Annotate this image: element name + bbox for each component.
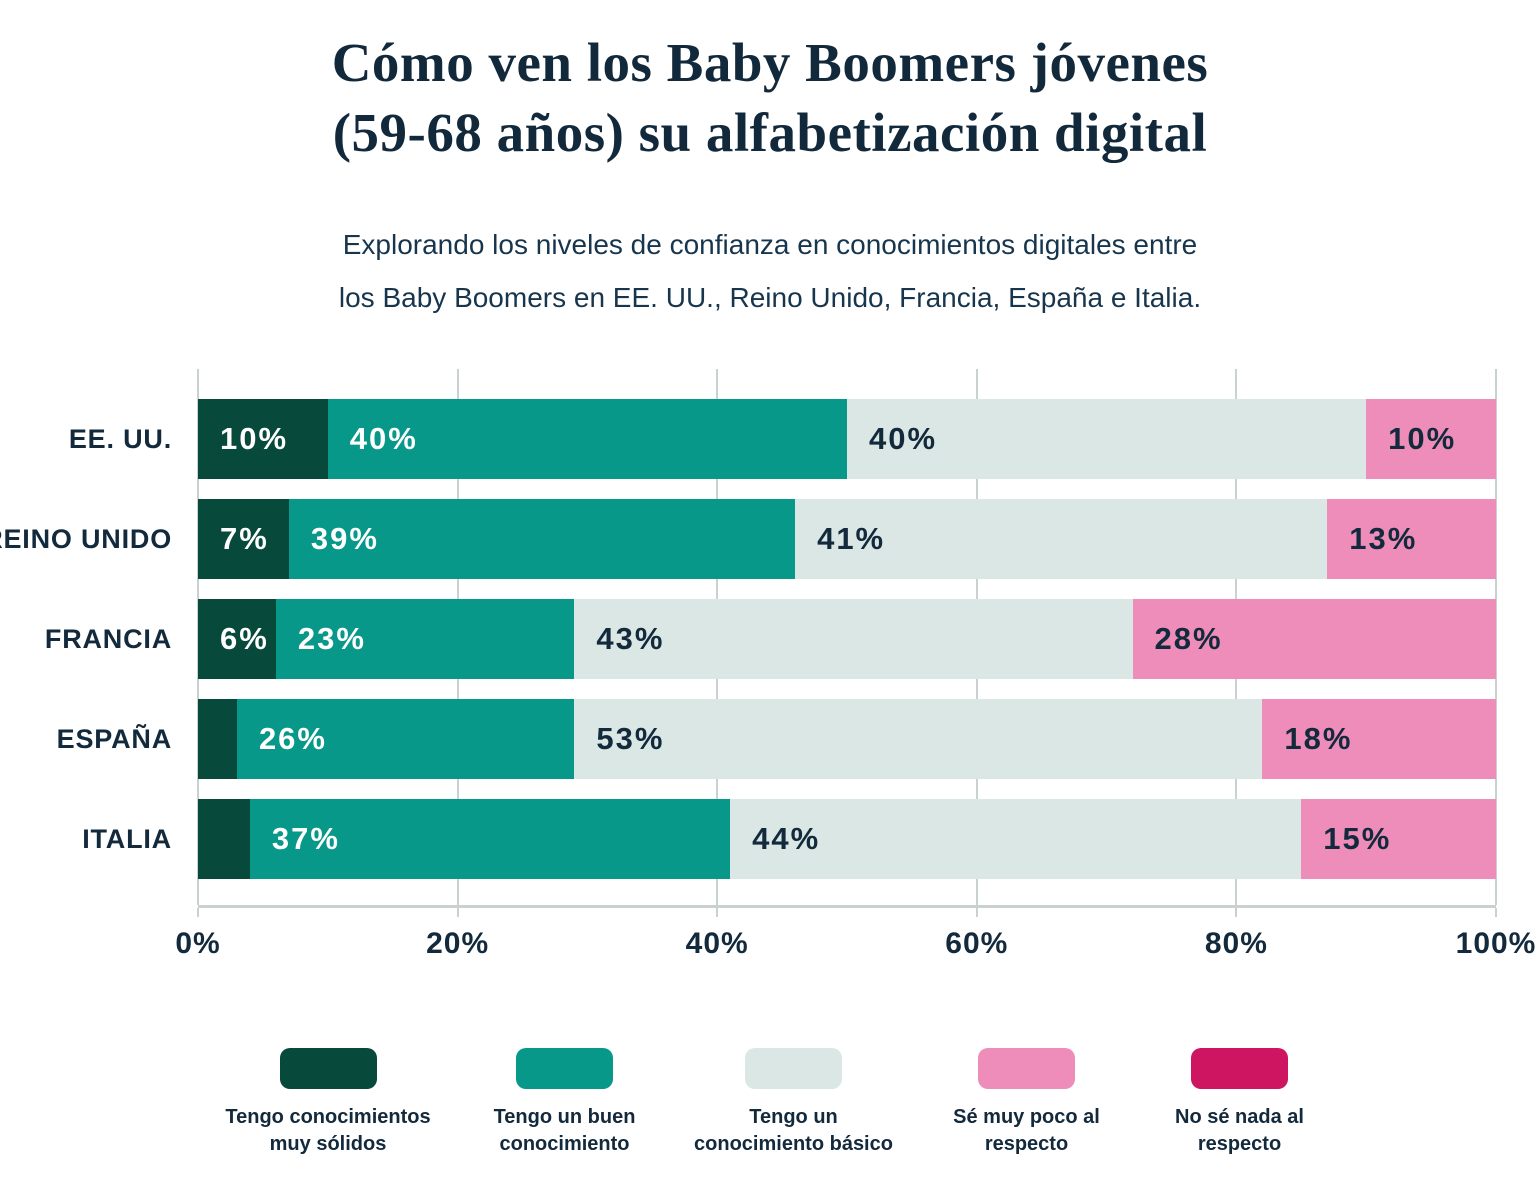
bar-segment: 40% <box>846 399 1367 479</box>
legend-item: Sé muy poco al respecto <box>938 1048 1116 1158</box>
bar-segment: 18% <box>1262 699 1496 779</box>
chart-legend: Tengo conocimientos muy sólidos Tengo un … <box>0 1048 1540 1158</box>
chart-row: ESPAÑA 26% 53% 18% <box>0 699 1540 779</box>
row-label: REINO UNIDO <box>0 523 172 554</box>
bar-segment: 39% <box>288 499 796 579</box>
legend-label: No sé nada al respecto <box>1175 1106 1304 1155</box>
bar-value-label: 44% <box>752 821 821 856</box>
chart-subtitle: Explorando los niveles de confianza en c… <box>0 218 1540 324</box>
axis-tick-label: 100% <box>1455 927 1537 960</box>
bar-track: 7% 39% 41% 13% <box>198 499 1496 579</box>
chart-title-line1: Cómo ven los Baby Boomers jóvenes <box>331 32 1209 93</box>
legend-label: Sé muy poco al respecto <box>953 1106 1100 1155</box>
bar-value-label: 15% <box>1323 821 1392 856</box>
legend-swatch <box>279 1048 377 1089</box>
bar-value-label: 18% <box>1284 721 1353 756</box>
bar-segment: 44% <box>730 799 1302 879</box>
row-label: ITALIA <box>82 823 172 854</box>
bar-value-label: 28% <box>1154 621 1223 656</box>
bar-segment <box>198 699 237 779</box>
bar-track: 6% 23% 43% 28% <box>198 599 1496 679</box>
bar-value-label: 7% <box>220 521 269 556</box>
bar-segment: 15% <box>1301 799 1496 879</box>
bar-segment: 40% <box>327 399 847 479</box>
axis-tick-label: 20% <box>426 927 490 960</box>
bar-segment: 53% <box>574 699 1263 779</box>
bar-track: 37% 44% 15% <box>198 799 1496 879</box>
legend-label: Tengo un conocimiento básico <box>694 1106 893 1155</box>
bar-value-label: 43% <box>596 621 665 656</box>
axis-tick <box>1495 908 1497 917</box>
bar-value-label: 40% <box>349 421 418 456</box>
bar-value-label: 40% <box>868 421 938 456</box>
bar-segment: 13% <box>1327 499 1496 579</box>
axis-tick-label: 80% <box>1204 927 1268 960</box>
bar-segment: 43% <box>574 599 1133 679</box>
bar-value-label: 26% <box>258 721 327 756</box>
bar-track: 10% 40% 40% 10% <box>198 399 1496 479</box>
legend-swatch <box>516 1048 613 1089</box>
axis-tick <box>975 908 978 917</box>
bar-segment: 23% <box>275 599 575 679</box>
bar-segment: 28% <box>1132 599 1496 679</box>
gridline <box>1495 369 1497 905</box>
chart-title-line2: (59-68 años) su alfabetización digital <box>332 102 1208 163</box>
axis-tick <box>197 908 199 917</box>
bar-segment <box>198 799 250 879</box>
axis-tick-label: 40% <box>685 927 749 960</box>
bar-value-label: 37% <box>271 821 340 856</box>
bar-value-label: 13% <box>1349 521 1418 556</box>
legend-item: Tengo un conocimiento básico <box>694 1048 894 1158</box>
bar-value-label: 23% <box>297 621 366 656</box>
axis-tick-label: 60% <box>945 927 1009 960</box>
bar-value-label: 41% <box>817 521 886 556</box>
bar-value-label: 6% <box>220 621 269 656</box>
bar-segment: 37% <box>249 799 731 879</box>
stacked-bar-chart: EE. UU. 10% 40% 40% 10% REINO UNIDO 7% 39% 41% 13… <box>0 369 1540 969</box>
bar-rows: EE. UU. 10% 40% 40% 10% REINO UNIDO 7% 39% 41% 13… <box>0 369 1540 905</box>
legend-swatch <box>1191 1048 1288 1089</box>
bar-value-label: 10% <box>220 421 289 456</box>
legend-item: No sé nada al respecto <box>1160 1048 1320 1158</box>
row-label: FRANCIA <box>44 623 172 654</box>
bar-segment: 10% <box>1366 399 1496 479</box>
chart-row: ITALIA 37% 44% 15% <box>0 799 1540 879</box>
bar-segment: 6% <box>198 599 276 679</box>
bar-value-label: 39% <box>310 521 379 556</box>
chart-title: Cómo ven los Baby Boomers jóvenes (59-68… <box>0 28 1540 168</box>
legend-swatch <box>978 1048 1075 1089</box>
bar-segment: 41% <box>795 499 1328 579</box>
chart-subtitle-line2: los Baby Boomers en EE. UU., Reino Unido… <box>338 282 1202 313</box>
axis-tick <box>1235 908 1238 917</box>
chart-subtitle-line1: Explorando los niveles de confianza en c… <box>342 229 1198 260</box>
chart-row: EE. UU. 10% 40% 40% 10% <box>0 399 1540 479</box>
bar-value-label: 53% <box>596 721 665 756</box>
axis-tick-label: 0% <box>175 927 221 960</box>
legend-item: Tengo conocimientos muy sólidos <box>221 1048 436 1158</box>
axis-tick <box>456 908 459 917</box>
legend-label: Tengo conocimientos muy sólidos <box>225 1106 431 1155</box>
x-axis-labels: 0% 20% 40% 60% 80% 100% <box>175 927 1535 967</box>
bar-segment: 7% <box>198 499 289 579</box>
row-label: ESPAÑA <box>56 723 172 754</box>
legend-item: Tengo un buen conocimiento <box>480 1048 650 1158</box>
chart-row: FRANCIA 6% 23% 43% 28% <box>0 599 1540 679</box>
bar-segment: 10% <box>198 399 328 479</box>
row-label: EE. UU. <box>68 423 172 454</box>
chart-row: REINO UNIDO 7% 39% 41% 13% <box>0 499 1540 579</box>
bar-track: 26% 53% 18% <box>198 699 1496 779</box>
legend-swatch <box>745 1048 842 1089</box>
bar-segment: 26% <box>236 699 575 779</box>
legend-label: Tengo un buen conocimiento <box>493 1106 636 1155</box>
bar-value-label: 10% <box>1388 421 1457 456</box>
axis-tick <box>716 908 719 917</box>
